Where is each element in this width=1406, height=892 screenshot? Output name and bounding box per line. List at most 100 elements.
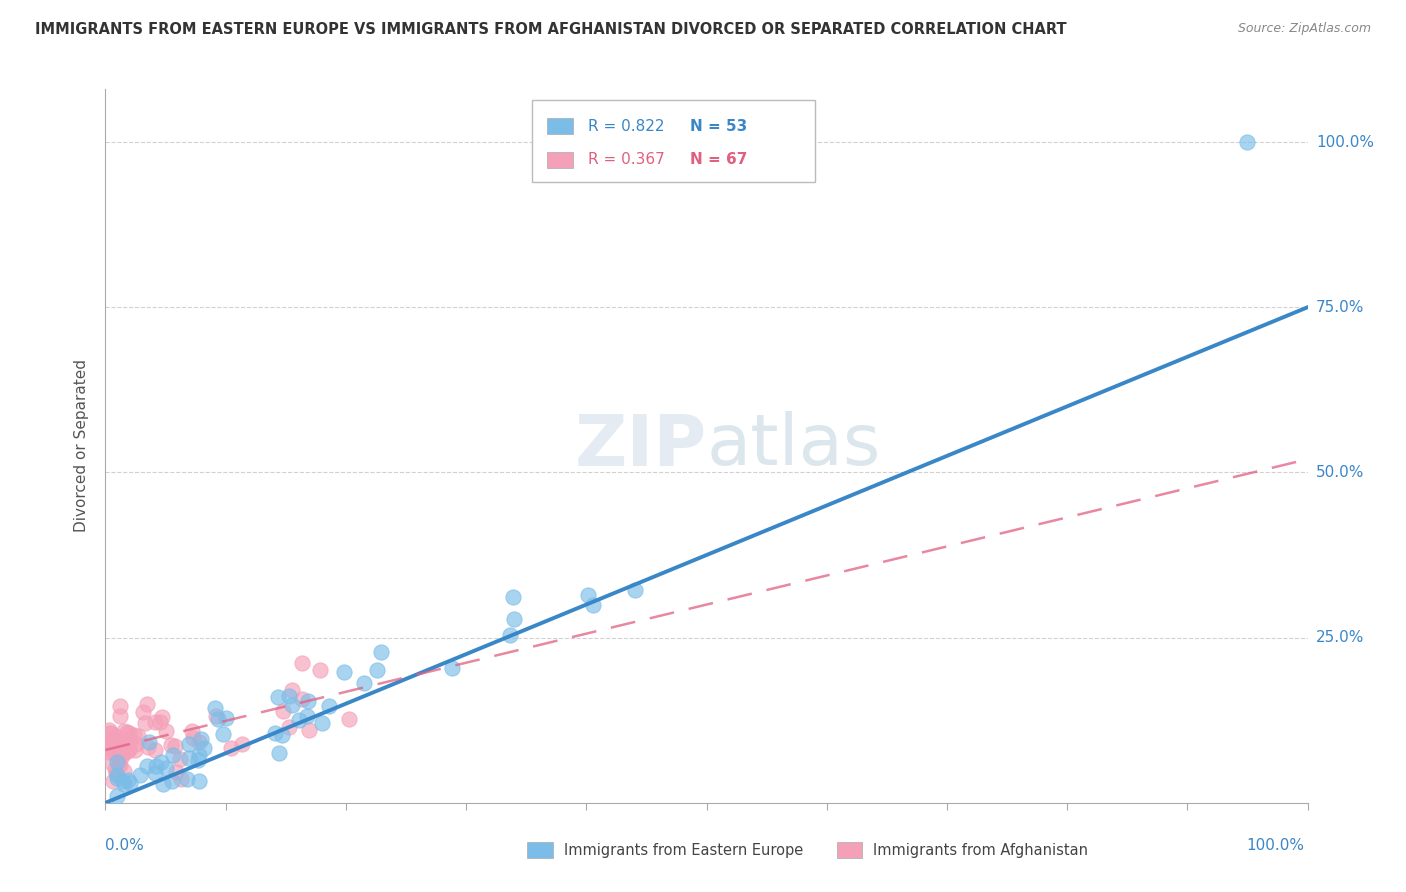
Text: N = 67: N = 67 bbox=[690, 153, 747, 168]
Point bbox=[281, 698, 304, 713]
Point bbox=[107, 789, 129, 804]
Text: atlas: atlas bbox=[707, 411, 882, 481]
Point bbox=[129, 768, 152, 782]
Point bbox=[115, 725, 138, 739]
Point bbox=[110, 734, 132, 748]
Point bbox=[112, 764, 135, 779]
Point bbox=[105, 765, 128, 780]
Point bbox=[134, 716, 156, 731]
Point bbox=[125, 738, 148, 752]
Point bbox=[145, 765, 167, 780]
Point bbox=[1236, 135, 1258, 149]
Point bbox=[193, 740, 215, 755]
Point bbox=[188, 773, 211, 788]
Point bbox=[114, 734, 136, 748]
Text: R = 0.367: R = 0.367 bbox=[588, 153, 664, 168]
Point bbox=[163, 739, 186, 753]
Point bbox=[108, 758, 131, 772]
Point bbox=[204, 701, 226, 715]
Point bbox=[98, 741, 121, 756]
Bar bbox=[837, 842, 862, 858]
Point bbox=[138, 740, 160, 755]
Text: Source: ZipAtlas.com: Source: ZipAtlas.com bbox=[1237, 22, 1371, 36]
Point bbox=[98, 740, 121, 755]
Text: IMMIGRANTS FROM EASTERN EUROPE VS IMMIGRANTS FROM AFGHANISTAN DIVORCED OR SEPARA: IMMIGRANTS FROM EASTERN EUROPE VS IMMIGR… bbox=[35, 22, 1067, 37]
Point bbox=[117, 743, 139, 757]
Point bbox=[101, 756, 124, 771]
Point bbox=[207, 713, 229, 727]
Text: Immigrants from Afghanistan: Immigrants from Afghanistan bbox=[873, 843, 1088, 857]
Point bbox=[111, 747, 134, 762]
Point bbox=[112, 745, 135, 759]
Point bbox=[267, 746, 290, 760]
Point bbox=[502, 612, 524, 626]
Point bbox=[132, 705, 155, 719]
Text: ZIP: ZIP bbox=[574, 411, 707, 481]
Point bbox=[127, 729, 149, 743]
Point bbox=[271, 704, 294, 718]
Point bbox=[101, 773, 124, 788]
Point bbox=[124, 743, 146, 757]
Bar bbox=[547, 119, 574, 134]
Point bbox=[112, 777, 135, 791]
Point bbox=[353, 675, 375, 690]
Point bbox=[169, 752, 191, 766]
Point bbox=[138, 735, 160, 749]
Point bbox=[297, 723, 319, 737]
Point bbox=[264, 725, 287, 739]
Point bbox=[155, 724, 177, 739]
Point bbox=[108, 757, 131, 772]
Point bbox=[180, 724, 202, 739]
Point bbox=[155, 761, 177, 775]
Point bbox=[160, 739, 183, 753]
Point bbox=[333, 665, 356, 679]
Point bbox=[271, 728, 294, 742]
Point bbox=[98, 738, 121, 752]
Point bbox=[136, 759, 159, 773]
Point bbox=[108, 743, 131, 757]
Point bbox=[205, 709, 228, 723]
Text: N = 53: N = 53 bbox=[690, 119, 747, 134]
Point bbox=[160, 774, 183, 789]
Point bbox=[278, 689, 301, 703]
Point bbox=[165, 764, 187, 779]
Point bbox=[291, 692, 314, 706]
Point bbox=[118, 732, 141, 747]
Point bbox=[117, 742, 139, 756]
Point bbox=[366, 663, 388, 677]
Point bbox=[181, 731, 204, 745]
Point bbox=[215, 710, 238, 724]
Point bbox=[162, 748, 184, 763]
Point bbox=[287, 714, 309, 728]
Point bbox=[104, 762, 127, 776]
Text: 75.0%: 75.0% bbox=[1316, 300, 1364, 315]
Point bbox=[108, 741, 131, 756]
Point bbox=[143, 714, 166, 729]
Point bbox=[170, 772, 193, 786]
Point bbox=[107, 771, 129, 785]
Point bbox=[281, 683, 304, 698]
Point bbox=[187, 753, 209, 767]
Point bbox=[108, 709, 131, 723]
Point bbox=[337, 712, 360, 726]
Point bbox=[111, 774, 134, 789]
Point bbox=[98, 723, 121, 737]
Point bbox=[104, 747, 127, 762]
Point bbox=[370, 645, 392, 659]
Point bbox=[105, 729, 128, 743]
Point bbox=[187, 747, 209, 762]
Point bbox=[231, 737, 253, 751]
Point bbox=[148, 714, 170, 729]
Text: 100.0%: 100.0% bbox=[1316, 135, 1374, 150]
Point bbox=[291, 656, 314, 670]
Point bbox=[576, 588, 599, 602]
Point bbox=[308, 663, 330, 677]
Point bbox=[103, 739, 125, 754]
Bar bbox=[547, 152, 574, 168]
Point bbox=[150, 755, 173, 769]
Point bbox=[188, 735, 211, 749]
Y-axis label: Divorced or Separated: Divorced or Separated bbox=[75, 359, 90, 533]
Point bbox=[150, 710, 173, 724]
Point bbox=[502, 590, 524, 604]
Point bbox=[297, 694, 319, 708]
